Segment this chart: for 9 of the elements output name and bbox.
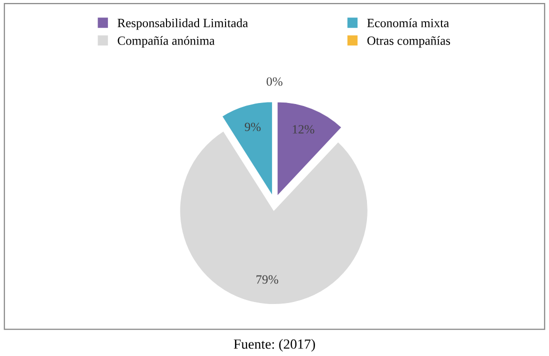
legend-label: Otras compañías	[367, 36, 450, 48]
text: 0%	[266, 77, 282, 86]
source-note: Fuente: (2017)	[234, 339, 315, 352]
legend-label: Compañía anónima	[118, 36, 215, 48]
legend-label: Economía mixta	[367, 18, 449, 28]
data-label: 12%	[292, 125, 314, 134]
data-label: 79%	[256, 275, 278, 284]
data-label: 9%	[244, 122, 261, 132]
legend-label: Responsabilidad Limitada	[118, 18, 248, 30]
